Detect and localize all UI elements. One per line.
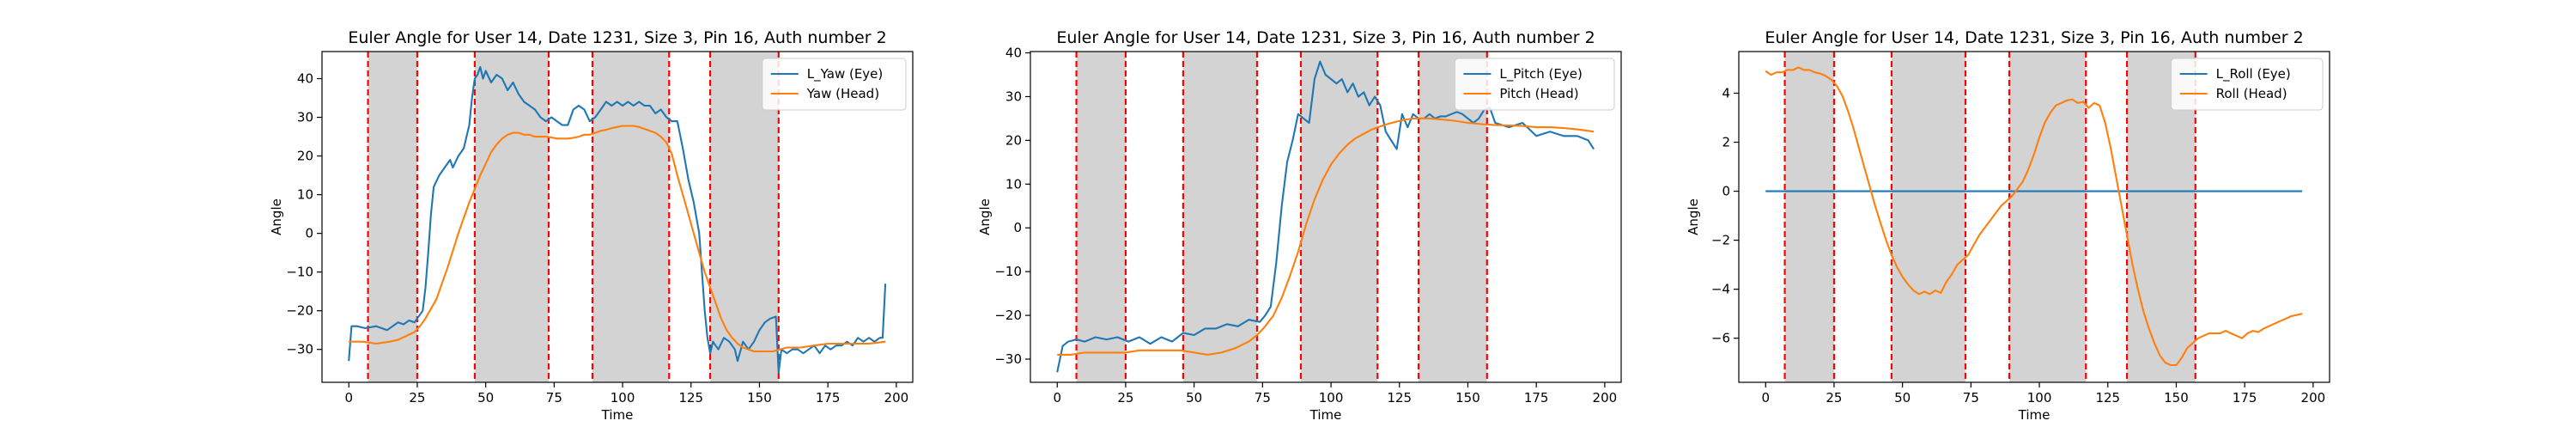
y-tick-label: −6 [1711, 331, 1730, 346]
y-tick-label: −20 [994, 308, 1022, 323]
y-tick-label: 20 [1005, 132, 1022, 148]
shaded-interval [1891, 52, 1965, 382]
axes-frame [321, 51, 914, 383]
x-tick-label: 50 [1186, 390, 1202, 406]
y-tick-label: 30 [1005, 88, 1022, 104]
x-tick-label: 175 [816, 390, 841, 406]
chart-title: Euler Angle for User 14, Date 1231, Size… [348, 28, 886, 47]
y-tick-label: 0 [1722, 184, 1730, 199]
chart-panel-3: 0 25 50 75 100 125 150 175 200 −6 −4 −2 0 2 4 Euler Ang… [1686, 28, 2330, 423]
x-tick-label: 150 [2164, 390, 2189, 406]
shaded-interval [1182, 52, 1257, 382]
y-tick-label: −30 [286, 342, 313, 357]
axes-frame [1030, 51, 1622, 383]
y-tick-label: 40 [297, 71, 313, 87]
y-tick-label: 0 [1013, 220, 1022, 235]
x-tick-label: 75 [546, 390, 562, 406]
legend-entry-label: L_Yaw (Eye) [807, 66, 883, 82]
x-tick-label: 150 [747, 390, 772, 406]
y-tick-label: 20 [297, 149, 313, 164]
y-tick-label: 40 [1005, 46, 1022, 61]
legend: L_Roll (Eye) Roll (Head) [2171, 58, 2324, 111]
chart-panel-1: 0 25 50 75 100 125 150 175 200 −30 −20 −10 0 10 20 30 40… [269, 28, 914, 423]
y-axis-label: Angle [977, 198, 993, 235]
shaded-interval [474, 52, 549, 382]
chart-title: Euler Angle for User 14, Date 1231, Size… [1056, 28, 1595, 47]
x-tick-label: 25 [1826, 390, 1842, 406]
x-tick-label: 150 [1455, 390, 1480, 406]
chart-panel-2: 0 25 50 75 100 125 150 175 200 −30 −20 −10 0 10 20 30 40… [977, 28, 1622, 423]
x-tick-label: 100 [1319, 390, 1344, 406]
legend-box [2171, 58, 2324, 111]
shaded-interval [2008, 52, 2087, 382]
x-tick-label: 75 [1255, 390, 1271, 406]
x-tick-label: 125 [2095, 390, 2120, 406]
legend-box [762, 58, 907, 111]
y-tick-label: −4 [1711, 282, 1730, 297]
y-tick-label: 30 [297, 110, 313, 125]
y-tick-label: −10 [994, 264, 1022, 279]
legend-entry-label: L_Pitch (Eye) [1499, 66, 1582, 82]
y-tick-label: 4 [1722, 85, 1730, 101]
series-line-eye [348, 65, 887, 374]
x-tick-label: 50 [1894, 390, 1911, 406]
x-tick-label: 25 [1117, 390, 1133, 406]
shaded-interval [1076, 52, 1126, 382]
x-axis-label: Time [2018, 407, 2050, 423]
legend-entry-label: Yaw (Head) [806, 86, 879, 101]
x-tick-label: 100 [611, 390, 635, 406]
legend-entry-label: L_Roll (Eye) [2216, 66, 2291, 82]
legend-entry-label: Pitch (Head) [1499, 86, 1578, 101]
x-tick-label: 0 [1053, 390, 1061, 406]
y-tick-label: −2 [1711, 233, 1730, 248]
x-tick-label: 0 [344, 390, 353, 406]
axes-frame [1738, 51, 2330, 383]
series-line-eye [1056, 60, 1595, 373]
x-tick-label: 175 [1524, 390, 1549, 406]
series-line-head [1765, 66, 2303, 367]
shaded-interval [368, 52, 417, 382]
legend: L_Pitch (Eye) Pitch (Head) [1454, 58, 1615, 111]
y-axis-label: Angle [269, 198, 284, 235]
shaded-interval [592, 52, 670, 382]
x-tick-label: 25 [409, 390, 425, 406]
y-tick-label: −20 [286, 303, 313, 319]
x-tick-label: 100 [2027, 390, 2052, 406]
y-tick-label: 0 [305, 226, 313, 241]
x-tick-label: 50 [477, 390, 494, 406]
x-tick-label: 175 [2233, 390, 2257, 406]
series-line-head [1057, 117, 1595, 356]
chart-title: Euler Angle for User 14, Date 1231, Size… [1765, 28, 2303, 47]
y-tick-label: −10 [286, 265, 313, 280]
x-tick-label: 200 [884, 390, 909, 406]
y-tick-label: 10 [297, 187, 313, 203]
x-tick-label: 200 [1593, 390, 1618, 406]
legend-entry-label: Roll (Head) [2216, 86, 2287, 101]
y-axis-label: Angle [1686, 198, 1701, 235]
x-tick-label: 125 [678, 390, 703, 406]
x-axis-label: Time [601, 407, 634, 423]
legend: L_Yaw (Eye) Yaw (Head) [762, 58, 907, 111]
x-axis-label: Time [1309, 407, 1342, 423]
shaded-interval [1300, 52, 1378, 382]
x-tick-label: 75 [1963, 390, 1979, 406]
series-line-head [349, 125, 886, 353]
x-tick-label: 125 [1387, 390, 1412, 406]
shaded-interval [1784, 52, 1834, 382]
x-tick-label: 200 [2301, 390, 2326, 406]
y-tick-label: 2 [1722, 135, 1730, 150]
y-tick-label: 10 [1005, 176, 1022, 192]
legend-box [1454, 58, 1615, 111]
x-tick-label: 0 [1761, 390, 1770, 406]
y-tick-label: −30 [994, 351, 1022, 367]
